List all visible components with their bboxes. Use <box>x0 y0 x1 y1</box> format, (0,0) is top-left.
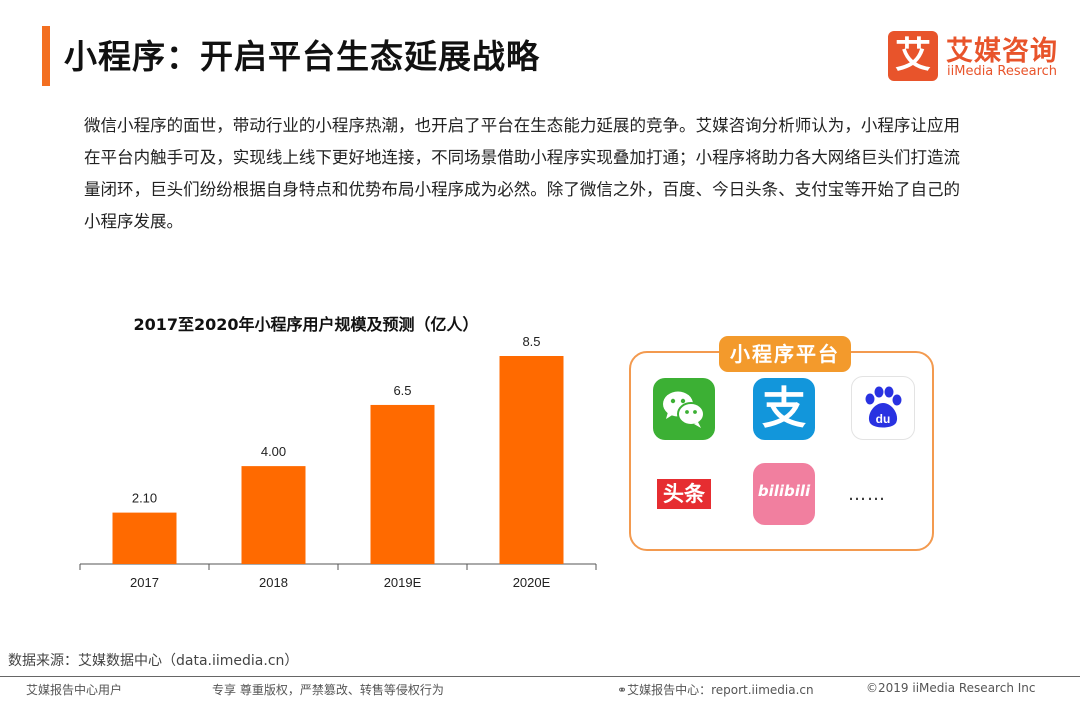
x-tick-label-2020E: 2020E <box>513 575 551 590</box>
data-source: 数据来源：艾媒数据中心（data.iimedia.cn） <box>8 653 299 669</box>
svg-text:du: du <box>876 412 891 426</box>
bilibili-icon: bilibili <box>753 463 815 525</box>
bar-2017 <box>112 512 177 564</box>
brand-logo: 艾 艾媒咨询 iiMedia Research <box>888 31 1064 83</box>
intro-paragraph: 微信小程序的面世，带动行业的小程序热潮，也开启了平台在生态能力延展的竞争。艾媒咨… <box>84 116 960 231</box>
bar-chart: 2.10 2017 4.00 2018 6.5 2019E 8.5 2020E <box>79 334 597 590</box>
wechat-icon <box>653 378 715 440</box>
logo-name: 艾媒咨询 <box>946 36 1058 67</box>
bar-2019E <box>370 404 435 564</box>
footer-site-text: 艾媒报告中心：report.iimedia.cn <box>627 683 814 697</box>
bar-2018 <box>241 466 306 564</box>
logo-mark-icon: 艾 <box>888 31 938 81</box>
toutiao-logo-text: 头条 <box>657 479 711 509</box>
x-tick-label-2019E: 2019E <box>384 575 422 590</box>
footer-divider <box>0 676 1080 677</box>
toutiao-icon: 头条 <box>653 463 715 525</box>
bar-2020E <box>499 356 564 564</box>
footer-copyright-notice: 专享 尊重版权，严禁篡改、转售等侵权行为 <box>212 683 444 697</box>
title-accent-bar <box>42 26 50 86</box>
footer-site: ⚭艾媒报告中心：report.iimedia.cn <box>617 681 814 698</box>
data-label-2017: 2.10 <box>132 491 157 506</box>
data-label-2020E: 8.5 <box>522 334 540 349</box>
x-tick-label-2018: 2018 <box>259 575 288 590</box>
footer-copyright: ©2019 iiMedia Research Inc <box>866 681 1036 695</box>
platform-panel-label: 小程序平台 <box>719 336 851 372</box>
x-tick-label-2017: 2017 <box>130 575 159 590</box>
footer-user: 艾媒报告中心用户 <box>26 683 123 697</box>
data-label-2019E: 6.5 <box>393 383 411 398</box>
alipay-icon: 支 <box>753 378 815 440</box>
page-title: 小程序：开启平台生态延展战略 <box>64 37 540 76</box>
data-label-2018: 4.00 <box>261 444 286 459</box>
logo-subtitle: iiMedia Research <box>947 64 1058 79</box>
bilibili-logo-text: bilibili <box>757 482 811 500</box>
chart-title: 2017至2020年小程序用户规模及预测（亿人） <box>133 315 479 334</box>
globe-icon: ⚭ <box>617 683 628 697</box>
more-ellipsis: …… <box>848 484 886 505</box>
baidu-icon: du <box>851 376 915 440</box>
